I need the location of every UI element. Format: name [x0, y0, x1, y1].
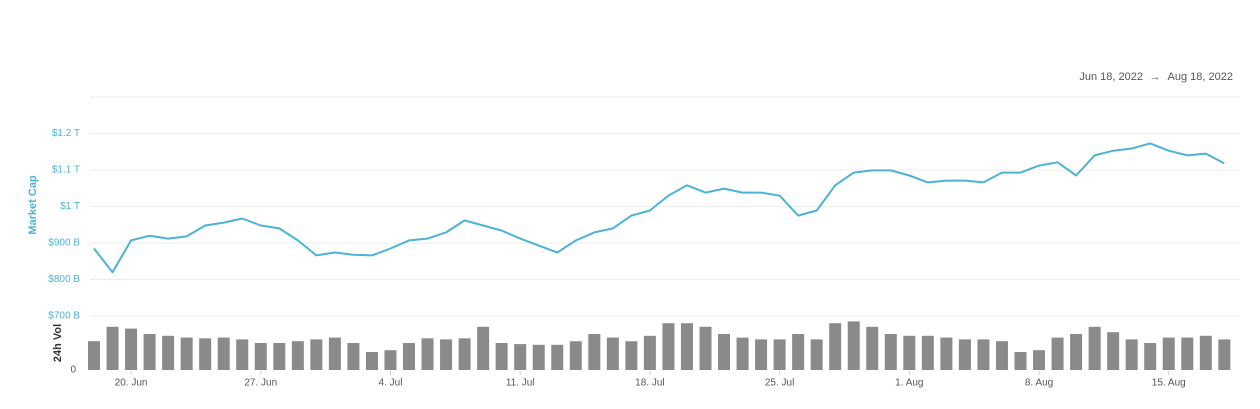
- volume-bar: [1199, 335, 1212, 370]
- volume-bar: [217, 337, 230, 370]
- volume-bar: [588, 334, 601, 370]
- volume-bar: [958, 339, 971, 370]
- volume-bar: [810, 339, 823, 370]
- y-tick-label: $900 B: [48, 238, 80, 249]
- x-tick-label: 4. Jul: [379, 378, 403, 389]
- volume-bar: [569, 341, 582, 370]
- volume-bar: [143, 334, 156, 370]
- volume-bar: [106, 326, 119, 370]
- volume-bar: [606, 337, 619, 370]
- volume-bar: [903, 335, 916, 370]
- volume-bar: [384, 350, 397, 370]
- volume-bar: [199, 338, 212, 370]
- volume-bar: [884, 334, 897, 370]
- x-tick-label: 20. Jun: [115, 378, 148, 389]
- volume-bar: [532, 344, 545, 370]
- volume-bar: [421, 338, 434, 370]
- volume-bar: [495, 343, 508, 370]
- x-tick-label: 15. Aug: [1152, 378, 1186, 389]
- volume-bar: [1014, 352, 1027, 370]
- volume-bar: [347, 343, 360, 370]
- y-tick-label: $700 B: [48, 311, 80, 322]
- volume-bar: [1218, 339, 1231, 370]
- volume-bar: [699, 326, 712, 370]
- volume-bar: [291, 341, 304, 370]
- volume-bar: [625, 341, 638, 370]
- volume-bar: [829, 323, 842, 370]
- volume-bar: [940, 337, 953, 370]
- volume-bar: [458, 338, 471, 370]
- x-tick-label: 27. Jun: [244, 378, 277, 389]
- volume-bar: [125, 328, 138, 370]
- volume-bar: [977, 339, 990, 370]
- market-cap-line: [93, 142, 1225, 274]
- volume-bar: [1051, 337, 1064, 370]
- volume-bar: [162, 335, 175, 370]
- volume-bar: [180, 337, 193, 370]
- x-tick-label: 18. Jul: [635, 378, 664, 389]
- y2-tick-label: 0: [70, 365, 76, 376]
- range-end: Aug 18, 2022: [1168, 71, 1233, 83]
- volume-bar: [514, 344, 527, 370]
- volume-bar: [1162, 337, 1175, 370]
- volume-bar: [310, 339, 323, 370]
- volume-bar: [680, 323, 693, 370]
- volume-bar: [1125, 339, 1138, 370]
- volume-bar: [477, 326, 490, 370]
- volume-bar: [551, 344, 564, 370]
- volume-bar: [254, 343, 267, 370]
- volume-bar: [236, 339, 249, 370]
- volume-bar: [365, 352, 378, 370]
- volume-bar: [1107, 332, 1120, 370]
- volume-bar: [718, 334, 731, 370]
- x-tick-label: 25. Jul: [765, 378, 794, 389]
- x-tick-label: 8. Aug: [1025, 378, 1053, 389]
- volume-bar: [921, 335, 934, 370]
- y-tick-label: $1 T: [60, 201, 80, 212]
- x-tick-label: 11. Jul: [506, 378, 535, 389]
- volume-bar: [1033, 350, 1046, 370]
- volume-bar: [736, 337, 749, 370]
- volume-bar: [643, 335, 656, 370]
- x-tick-label: 1. Aug: [895, 378, 923, 389]
- volume-bar: [1144, 343, 1157, 370]
- volume-bar: [773, 339, 786, 370]
- y-tick-label: $1.1 T: [52, 165, 80, 176]
- y2-axis-title: 24h Vol: [52, 324, 64, 362]
- range-start: Jun 18, 2022: [1079, 71, 1143, 83]
- volume-bar: [273, 343, 286, 370]
- y-tick-label: $800 B: [48, 274, 80, 285]
- volume-bar: [88, 341, 100, 370]
- volume-bar: [328, 337, 341, 370]
- volume-bar: [866, 326, 879, 370]
- volume-bar: [847, 321, 860, 370]
- volume-bar: [662, 323, 675, 370]
- volume-bar: [440, 339, 453, 370]
- y-tick-label: $1.2 T: [52, 128, 80, 139]
- volume-bar: [403, 343, 416, 370]
- volume-bar: [1181, 337, 1194, 370]
- volume-bar: [755, 339, 768, 370]
- range-arrow: →: [1150, 71, 1161, 83]
- volume-bar: [1088, 326, 1101, 370]
- volume-bar: [1070, 334, 1083, 370]
- volume-bar: [995, 341, 1008, 370]
- y-axis-title: Market Cap: [27, 175, 39, 235]
- volume-bar: [792, 334, 805, 370]
